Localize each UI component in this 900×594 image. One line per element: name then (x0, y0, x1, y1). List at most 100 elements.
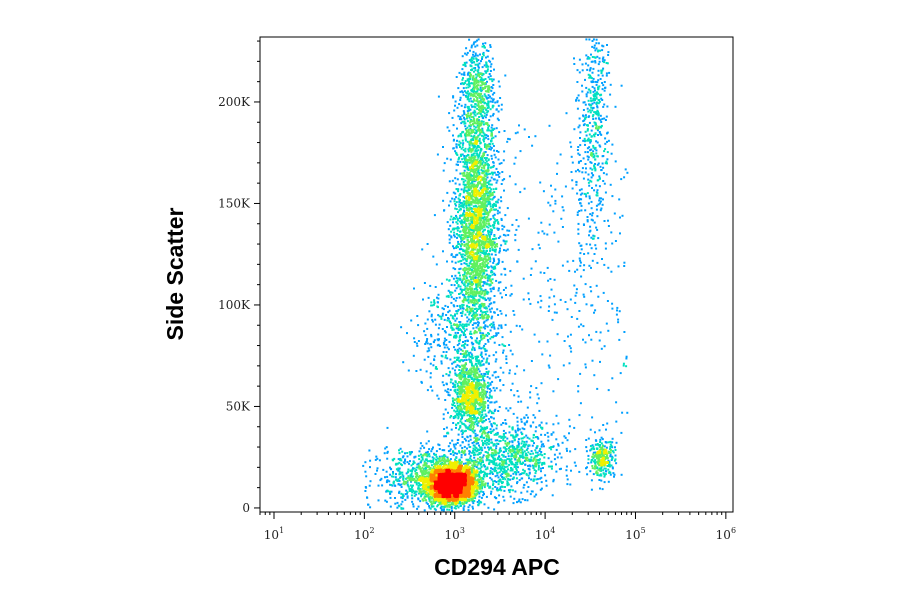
event-point (455, 254, 458, 257)
event-point (415, 469, 418, 471)
event-point (467, 509, 470, 512)
event-point (441, 381, 444, 384)
event-point (593, 189, 596, 192)
event-point (593, 101, 596, 104)
event-point (600, 347, 603, 350)
event-point (482, 155, 484, 158)
event-point (520, 451, 523, 454)
event-point (473, 248, 476, 251)
event-point (457, 284, 460, 287)
event-point (461, 253, 464, 256)
event-point (487, 232, 490, 235)
event-point (487, 370, 490, 373)
event-point (593, 111, 596, 114)
event-point (452, 277, 455, 280)
event-point (396, 462, 399, 465)
event-point (491, 273, 494, 276)
event-point (540, 445, 543, 448)
event-point (472, 76, 475, 79)
event-point (437, 443, 440, 446)
event-point (462, 268, 465, 271)
event-point (551, 494, 554, 497)
event-point (458, 140, 461, 143)
event-point (455, 143, 458, 146)
event-point (454, 385, 457, 388)
event-point (517, 395, 520, 398)
event-point (471, 89, 473, 91)
event-point (468, 100, 471, 103)
event-point (389, 473, 392, 476)
event-point (585, 439, 588, 441)
event-point (419, 484, 422, 487)
event-point (579, 160, 582, 162)
event-point (473, 105, 476, 108)
event-point (502, 349, 505, 352)
event-point (456, 385, 459, 388)
event-point (470, 309, 472, 312)
event-point (509, 474, 512, 477)
event-point (620, 431, 623, 434)
event-point (364, 470, 367, 473)
event-point (456, 222, 459, 225)
event-point (557, 422, 560, 425)
event-point (423, 282, 426, 284)
event-point (529, 465, 532, 468)
event-point (536, 478, 539, 481)
event-point (376, 469, 378, 472)
event-point (593, 133, 595, 136)
event-point (601, 60, 604, 63)
event-point (467, 72, 470, 75)
event-point (470, 296, 473, 299)
event-point (368, 484, 371, 487)
event-point (489, 297, 492, 300)
event-point (596, 228, 599, 231)
event-point (548, 223, 551, 226)
event-point (452, 147, 455, 150)
event-point (582, 325, 585, 328)
event-point (625, 355, 628, 358)
event-point (415, 490, 418, 493)
event-point (484, 468, 487, 471)
event-point (577, 390, 580, 393)
event-point (606, 300, 609, 302)
event-point (578, 124, 581, 127)
event-point (489, 75, 492, 78)
event-point (481, 487, 483, 490)
event-point (488, 391, 491, 394)
event-point (490, 253, 493, 256)
event-point (374, 473, 377, 475)
event-point (501, 336, 504, 339)
event-point (472, 282, 474, 285)
event-point (398, 461, 401, 464)
event-point (530, 267, 533, 270)
event-point (487, 94, 490, 97)
event-point (584, 163, 587, 165)
event-point (416, 507, 419, 510)
event-point (594, 95, 597, 97)
event-point (488, 180, 491, 183)
event-point (477, 368, 480, 371)
event-point (482, 217, 485, 220)
event-point (500, 217, 503, 220)
event-point (466, 79, 469, 82)
event-point (504, 461, 507, 464)
event-point (536, 445, 539, 448)
event-point (494, 439, 497, 442)
event-point (495, 263, 498, 266)
event-point (560, 217, 563, 220)
event-point (499, 235, 502, 238)
event-point (473, 252, 476, 255)
event-point (461, 202, 464, 205)
event-point (459, 116, 462, 119)
event-point (480, 471, 483, 474)
event-point (456, 504, 459, 507)
event-point (369, 459, 372, 462)
event-point (474, 446, 477, 449)
event-point (482, 326, 485, 329)
event-point (423, 446, 426, 449)
event-point (477, 408, 480, 410)
event-point (473, 90, 476, 92)
event-point (607, 389, 610, 392)
event-point (568, 432, 570, 435)
event-point (469, 260, 472, 263)
